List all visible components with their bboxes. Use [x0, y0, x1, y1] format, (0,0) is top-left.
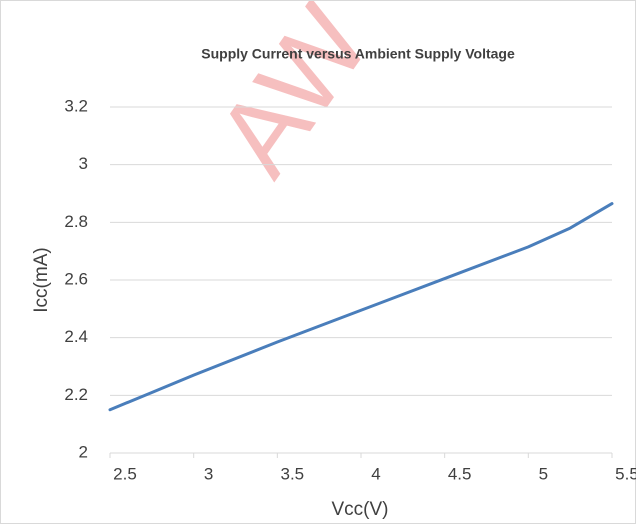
chart-title: Supply Current versus Ambient Supply Vol… [201, 46, 515, 62]
y-tick-label: 3 [79, 154, 88, 173]
data-line [108, 202, 614, 412]
y-tick-label: 3.2 [64, 96, 88, 115]
x-tick-label: 4 [371, 464, 380, 483]
x-tick-label: 3 [204, 464, 213, 483]
y-tick-label: 2.4 [64, 327, 88, 346]
x-tick-label: 5.5 [615, 464, 636, 483]
y-tick-label: 2.2 [64, 385, 88, 404]
y-tick-label: 2.8 [64, 212, 88, 231]
x-tick-label: 4.5 [448, 464, 472, 483]
y-tick-label: 2 [79, 442, 88, 461]
x-axis-label: Vcc(V) [332, 499, 389, 520]
x-tick-label: 2.5 [113, 464, 137, 483]
x-tick-label: 5 [539, 464, 548, 483]
y-axis-label: Icc(mA) [31, 247, 52, 312]
x-tick-label: 3.5 [281, 464, 305, 483]
y-tick-label: 2.6 [64, 269, 88, 288]
